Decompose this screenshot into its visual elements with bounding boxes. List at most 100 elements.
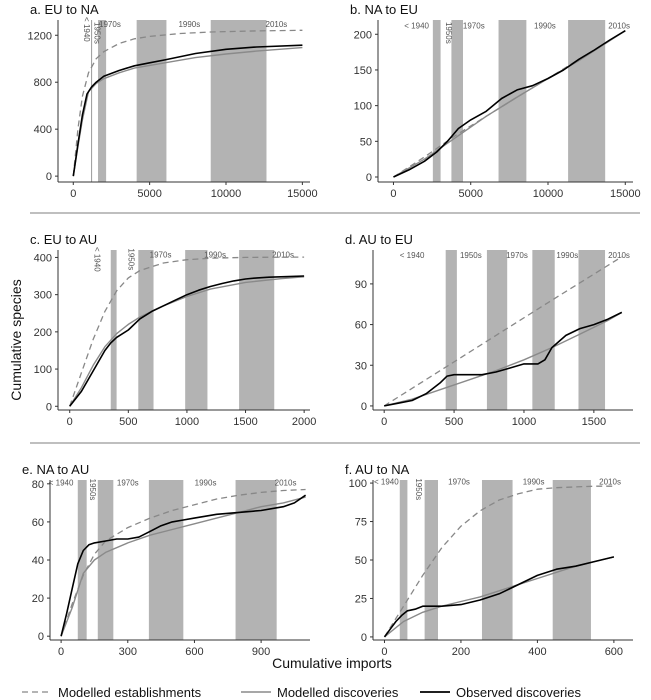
x-tick-label: 1000	[175, 416, 199, 428]
y-tick-label: 60	[355, 320, 367, 332]
decade-label: < 1940	[49, 479, 74, 488]
decade-label: 1970s	[506, 251, 528, 260]
decade-band	[97, 480, 114, 640]
decade-label: 1990s	[534, 22, 556, 31]
y-tick-label: 0	[46, 401, 52, 413]
decade-label: 2010s	[266, 20, 288, 29]
y-tick-label: 400	[34, 124, 52, 136]
decade-band	[445, 250, 457, 410]
series-observed-discoveries	[384, 311, 623, 407]
decade-label: 1990s	[523, 478, 545, 487]
decade-label: 1990s	[556, 251, 578, 260]
legend-label: Observed discoveries	[456, 685, 581, 700]
x-tick-label: 500	[445, 416, 463, 428]
decade-label: 1970s	[448, 478, 470, 487]
x-tick-label: 500	[119, 416, 137, 428]
series-modelled-discoveries	[60, 496, 306, 637]
decade-band	[481, 480, 513, 640]
y-tick-label: 0	[366, 172, 372, 184]
x-tick-label: 1500	[582, 416, 606, 428]
y-tick-label: 100	[349, 478, 367, 490]
decade-band	[138, 250, 154, 410]
y-tick-label: 200	[34, 327, 52, 339]
x-tick-label: 0	[70, 188, 76, 200]
panel-e: e. NA to AU < 1940 1950s 1970s 1990s 2010s 0 30…	[22, 462, 310, 658]
y-tick-label: 1200	[28, 30, 52, 42]
series-modelled-discoveries	[72, 46, 303, 177]
decade-label: 1950s	[460, 251, 482, 260]
x-tick-label: 10000	[211, 188, 242, 200]
decade-label: 2010s	[608, 22, 630, 31]
series-modelled-establishments	[69, 256, 305, 407]
x-tick-label: 0	[67, 416, 73, 428]
x-tick-label: 5000	[458, 188, 482, 200]
legend-item-modelled-establishments: Modelled establishments	[22, 685, 202, 700]
decade-band	[185, 250, 208, 410]
decade-band	[239, 250, 275, 410]
legend-item-observed-discoveries: Observed discoveries	[420, 685, 581, 700]
decade-band	[235, 480, 277, 640]
x-tick-label: 10000	[533, 188, 564, 200]
panel-b: b. NA to EU < 1940 1950s 1970s 1990s 2010s 0 50…	[350, 2, 641, 200]
x-tick-label: 1000	[512, 416, 536, 428]
decade-label: 1990s	[178, 20, 200, 29]
x-tick-label: 0	[58, 646, 64, 658]
y-tick-label: 150	[354, 65, 372, 77]
decade-label: 1970s	[117, 479, 139, 488]
panel-d: d. AU to EU < 1940 1950s 1970s 1990s 2010s 0 50…	[345, 232, 633, 428]
decade-label: 2010s	[608, 251, 630, 260]
legend-item-modelled-discoveries: Modelled discoveries	[241, 685, 399, 700]
decade-band	[451, 20, 463, 182]
decade-band	[148, 480, 184, 640]
y-tick-label: 300	[34, 290, 52, 302]
y-tick-label: 0	[38, 631, 44, 643]
series-modelled-establishments	[72, 29, 303, 177]
y-tick-label: 50	[360, 136, 372, 148]
y-tick-label: 100	[34, 364, 52, 376]
decade-label: 1950s	[126, 248, 135, 270]
y-tick-label: 100	[354, 101, 372, 113]
y-axis-title: Cumulative species	[8, 279, 24, 400]
y-tick-label: 75	[355, 517, 367, 529]
x-tick-label: 400	[528, 646, 546, 658]
x-tick-label: 15000	[287, 188, 318, 200]
decade-band	[399, 480, 408, 640]
x-tick-label: 300	[119, 646, 137, 658]
y-tick-label: 80	[32, 479, 44, 491]
decade-band	[210, 20, 267, 182]
series-observed-discoveries	[72, 44, 303, 177]
decade-label: < 1940	[92, 247, 101, 272]
panel-title: a. EU to NA	[30, 2, 99, 17]
x-tick-label: 200	[452, 646, 470, 658]
y-tick-label: 0	[361, 632, 367, 644]
decade-label: 1950s	[414, 478, 423, 500]
y-tick-label: 20	[32, 593, 44, 605]
series-modelled-establishments	[383, 256, 623, 407]
y-tick-label: 50	[355, 555, 367, 567]
legend-label: Modelled establishments	[58, 685, 202, 700]
decade-label: 1950s	[444, 22, 453, 44]
decade-label: 1950s	[93, 22, 102, 44]
series-observed-discoveries	[69, 275, 305, 407]
decade-label: 2010s	[272, 250, 294, 259]
decade-label: 1990s	[195, 479, 217, 488]
x-tick-label: 5000	[137, 188, 161, 200]
y-tick-label: 800	[34, 77, 52, 89]
y-tick-label: 0	[361, 401, 367, 413]
x-tick-label: 0	[390, 188, 396, 200]
decade-band	[532, 250, 555, 410]
x-tick-label: 600	[185, 646, 203, 658]
panel-title: f. AU to NA	[345, 462, 410, 477]
decade-label: 1970s	[150, 250, 172, 259]
y-tick-label: 40	[32, 555, 44, 567]
series-modelled-discoveries	[69, 276, 305, 407]
legend-label: Modelled discoveries	[277, 685, 399, 700]
x-tick-label: 2000	[292, 416, 316, 428]
panel-f: f. AU to NA< 1940 1950s 1970s 1990s 2010s 0 20…	[345, 462, 633, 658]
decade-band	[498, 20, 527, 182]
y-tick-label: 30	[355, 360, 367, 372]
series-modelled-establishments	[383, 485, 614, 638]
panel-title: d. AU to EU	[345, 232, 413, 247]
